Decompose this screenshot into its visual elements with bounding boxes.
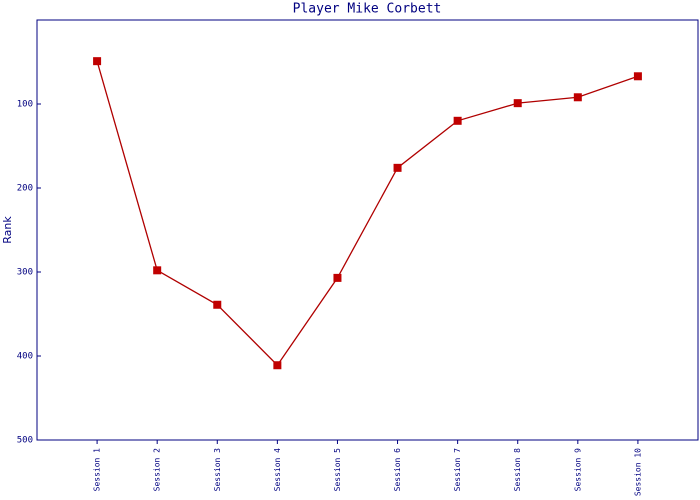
- y-axis-label: Rank: [1, 216, 14, 244]
- y-tick-label: 100: [17, 100, 33, 110]
- marker: [633, 72, 642, 81]
- x-tick-label: Session 3: [213, 448, 222, 492]
- marker: [333, 273, 342, 282]
- x-tick-label: Session 1: [93, 448, 102, 492]
- x-tick-label: Session 4: [273, 448, 282, 492]
- y-tick-label: 300: [17, 268, 33, 278]
- marker: [153, 266, 162, 275]
- x-tick-label: Session 10: [633, 448, 642, 496]
- line: [96, 60, 639, 367]
- marker: [393, 163, 402, 172]
- marker: [573, 93, 582, 102]
- y-tick-label: 200: [17, 184, 33, 194]
- marker: [513, 99, 522, 108]
- marker: [273, 361, 282, 370]
- y-tick-label: 500: [17, 436, 33, 446]
- y-tick-label: 400: [17, 352, 33, 362]
- marker: [453, 116, 462, 125]
- marker: [213, 300, 222, 309]
- x-tick-label: Session 2: [153, 448, 162, 492]
- marker: [93, 57, 102, 66]
- x-tick-label: Session 6: [393, 448, 402, 492]
- x-tick-label: Session 8: [513, 448, 522, 492]
- x-tick-label: Session 9: [573, 448, 582, 492]
- chart-title: Player Mike Corbett: [293, 2, 442, 17]
- x-tick-label: Session 5: [333, 448, 342, 492]
- x-tick-label: Session 7: [453, 448, 462, 492]
- plot-frame: [36, 19, 699, 441]
